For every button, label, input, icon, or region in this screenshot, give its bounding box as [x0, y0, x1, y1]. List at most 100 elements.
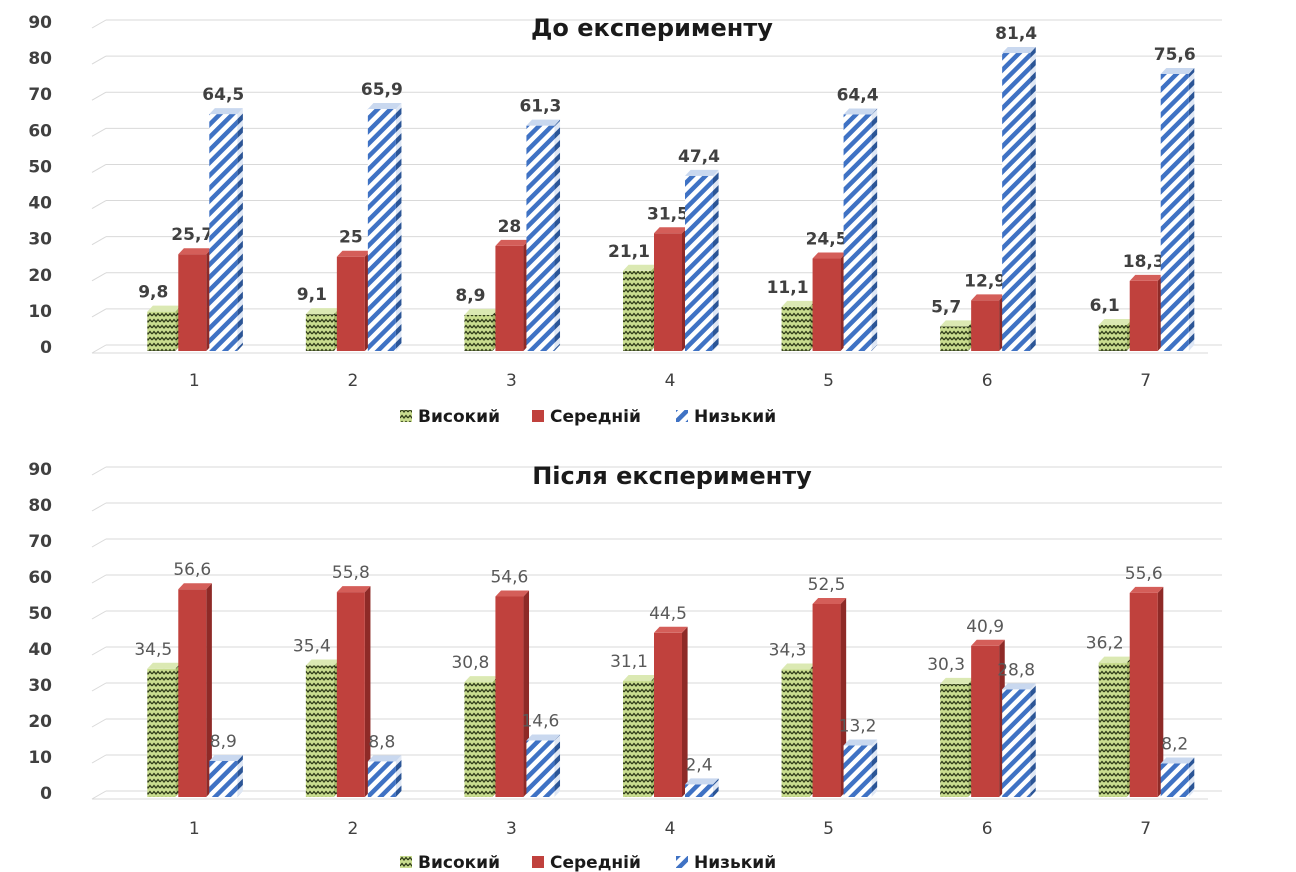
bar-front [305, 665, 334, 797]
legend-label: Низький [694, 853, 776, 872]
bar-front [367, 109, 396, 352]
bar-високий-1 [147, 662, 181, 797]
bar-side [364, 586, 371, 797]
gridline-depth [91, 344, 107, 354]
bar-середній-4 [654, 227, 688, 351]
bar-top [209, 754, 243, 761]
x-tick-label: 2 [347, 371, 358, 391]
data-label: 55,6 [1125, 564, 1163, 584]
data-label: 81,4 [995, 24, 1037, 44]
bar-низький-7 [1160, 757, 1195, 797]
legend-swatch [400, 410, 412, 422]
data-label: 65,9 [361, 80, 403, 100]
y-tick-label: 40 [28, 194, 52, 214]
gridline-depth [91, 19, 107, 29]
gridline-depth [91, 164, 107, 173]
bar-front [209, 760, 238, 797]
gridline-depth [91, 272, 107, 282]
bar-front [209, 114, 238, 351]
chart-title: До експерименту [531, 14, 773, 42]
bar-top [367, 755, 402, 762]
data-label: 25 [339, 228, 363, 248]
bar-top [1129, 274, 1164, 281]
legend-label: Високий [418, 853, 500, 872]
bar-side [713, 778, 719, 797]
y-tick-label: 20 [28, 712, 52, 732]
legend-swatch [676, 410, 688, 422]
bar-низький-4 [685, 169, 719, 351]
x-tick-label: 6 [982, 819, 993, 839]
bar-top [336, 586, 371, 593]
bar-top [940, 320, 974, 327]
y-tick-label: 60 [28, 568, 52, 588]
bar-високий-5 [781, 663, 816, 797]
legend-swatch [532, 856, 544, 868]
gridline-depth [91, 610, 107, 620]
legend-swatch [400, 856, 412, 868]
bar-front [1160, 74, 1189, 351]
data-label: 9,1 [297, 285, 327, 305]
data-label: 31,5 [647, 204, 689, 224]
bar-front [623, 270, 651, 351]
bar-front [843, 114, 872, 351]
bar-top [367, 103, 402, 110]
y-tick-label: 10 [28, 302, 52, 322]
bar-top [464, 308, 499, 315]
bar-top [305, 308, 340, 315]
bar-front [940, 326, 969, 351]
bar-top [781, 300, 816, 307]
y-tick-label: 80 [28, 49, 52, 69]
data-label: 34,3 [769, 641, 807, 661]
bar-top [526, 119, 561, 126]
bar-front [685, 784, 713, 797]
bar-низький-4 [685, 778, 719, 797]
bar-низький-6 [1002, 683, 1036, 797]
x-tick-label: 7 [1140, 371, 1151, 391]
bar-top [178, 248, 212, 255]
y-tick-label: 90 [28, 460, 52, 480]
data-label: 28 [498, 217, 522, 237]
legend-item-середній: Середній [532, 407, 641, 427]
y-tick-label: 10 [28, 748, 52, 768]
y-tick-label: 70 [28, 85, 52, 105]
bar-side [395, 103, 402, 352]
data-label: 8,2 [1161, 734, 1188, 754]
legend-swatch [532, 410, 544, 422]
data-label: 54,6 [490, 567, 528, 587]
legend-item-низький: Низький [676, 407, 776, 427]
bar-top [464, 676, 499, 683]
bar-side [206, 583, 212, 797]
legend-item-високий: Високий [400, 407, 500, 427]
data-label: 40,9 [966, 617, 1004, 637]
bar-side [1157, 586, 1164, 797]
data-label: 31,1 [610, 652, 648, 672]
bar-front [812, 604, 841, 797]
gridline-depth [91, 574, 107, 584]
data-label: 12,9 [964, 271, 1006, 291]
bar-top [812, 252, 847, 259]
y-tick-label: 60 [28, 121, 52, 141]
bar-front [654, 632, 682, 797]
bar-front [781, 669, 810, 797]
bar-низький-3 [526, 119, 561, 351]
y-tick-label: 0 [40, 784, 52, 804]
bar-середній-2 [336, 586, 371, 797]
bar-високий-6 [940, 320, 974, 351]
legend-swatch [676, 856, 688, 868]
bar-front [178, 254, 207, 351]
gridline-depth [91, 127, 107, 137]
bar-front [526, 740, 555, 797]
bar-front [464, 682, 493, 797]
bar-середній-6 [971, 639, 1005, 797]
bar-низький-5 [843, 108, 878, 351]
bar-top [971, 639, 1005, 646]
bar-top [843, 108, 878, 115]
bar-side [395, 755, 402, 797]
bar-top [623, 264, 657, 271]
bar-top [209, 108, 243, 115]
bar-side [1188, 757, 1195, 797]
data-label: 56,6 [173, 560, 211, 580]
gridline-depth [91, 236, 107, 246]
bar-front [1098, 324, 1127, 351]
y-tick-label: 70 [28, 532, 52, 552]
